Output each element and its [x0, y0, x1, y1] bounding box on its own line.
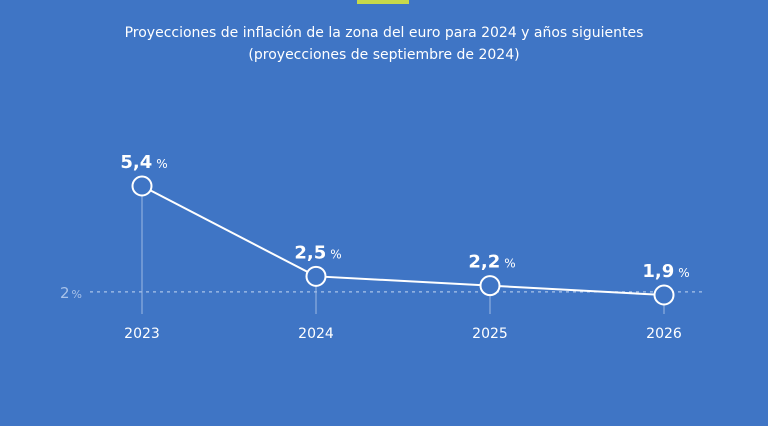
data-label-value: 5,4 [120, 152, 152, 173]
data-label: 2,2% [468, 252, 515, 273]
drop-lines [141, 196, 665, 314]
data-label: 5,4% [120, 152, 167, 173]
data-points [131, 175, 675, 306]
data-label-unit: % [156, 157, 167, 171]
reference-line-value: 2 [60, 284, 70, 302]
data-label-value: 2,2 [468, 252, 500, 273]
reference-line-label: 2% [60, 284, 82, 302]
data-label: 2,5% [294, 242, 341, 263]
data-labels: 5,4 %2,5% 2,2% 1,9% [120, 152, 689, 282]
data-label-value: 2,5 [294, 242, 326, 263]
x-tick-label: 2025 [472, 326, 508, 342]
data-point [479, 275, 501, 297]
top-accent-bar [357, 0, 409, 4]
data-label-unit: % [504, 257, 515, 271]
data-point [653, 284, 675, 306]
data-point [305, 265, 327, 287]
chart-title-block: Proyecciones de inflación de la zona del… [0, 22, 768, 66]
x-tick-label: 2023 [124, 326, 160, 342]
data-point [131, 175, 153, 197]
x-tick-label: 2026 [646, 326, 682, 342]
x-axis-ticks: 2023 2024 2025 2026 [124, 326, 682, 342]
data-label-unit: % [678, 266, 689, 280]
chart-subtitle: (proyecciones de septiembre de 2024) [248, 47, 520, 63]
series-line [141, 185, 665, 296]
data-label: 1,9% [642, 261, 689, 282]
chart-title: Proyecciones de inflación de la zona del… [124, 25, 644, 41]
data-label-value: 1,9 [642, 261, 674, 282]
x-tick-label: 2024 [298, 326, 334, 342]
reference-line-unit: % [72, 288, 82, 301]
data-label-unit: % [330, 247, 341, 261]
